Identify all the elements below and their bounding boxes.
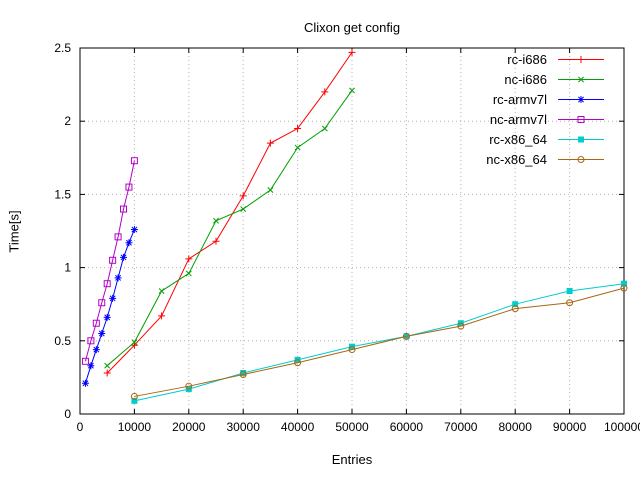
- x-axis-label: Entries: [331, 452, 373, 467]
- x-tick-label: 40000: [281, 420, 315, 434]
- x-tick-label: 20000: [172, 420, 206, 434]
- series-rc-i686: [103, 48, 356, 377]
- x-tick-label: 0: [77, 420, 84, 434]
- x-tick-label: 10000: [118, 420, 152, 434]
- x-tick-label: 60000: [390, 420, 424, 434]
- y-tick-label: 1.5: [54, 187, 71, 201]
- legend-item-rc-i686: rc-i686: [486, 52, 606, 67]
- series-nc-i686: [104, 87, 355, 369]
- x-tick-label: 80000: [499, 420, 533, 434]
- legend-sample-line: [558, 136, 604, 143]
- legend: rc-i686 nc-i686 rc-armv7l nc-armv7l rc-x86_6…: [486, 52, 606, 167]
- legend-item-rc-x86_64: rc-x86_64: [486, 132, 606, 147]
- series-rc-x86_64: [131, 280, 627, 404]
- series-rc-armv7l: [81, 226, 138, 387]
- x-tick-label: 30000: [227, 420, 261, 434]
- y-tick-label: 2: [64, 114, 71, 128]
- legend-sample-line: [558, 156, 604, 163]
- y-tick-label: 2.5: [54, 41, 71, 55]
- y-tick-label: 0: [64, 407, 71, 421]
- legend-label: rc-x86_64: [489, 132, 547, 147]
- y-tick-label: 1: [64, 261, 71, 275]
- tick-labels: 0 10000 20000 30000 40000 50000 60000 70000 8000…: [54, 41, 640, 434]
- y-tick-label: 0.5: [54, 334, 71, 348]
- x-tick-label: 70000: [444, 420, 478, 434]
- legend-label: nc-x86_64: [486, 152, 547, 167]
- legend-item-nc-i686: nc-i686: [486, 72, 606, 87]
- legend-sample-line: [558, 56, 604, 63]
- series-nc-armv7l: [81, 157, 138, 365]
- x-tick-label: 50000: [335, 420, 369, 434]
- legend-sample-line: [558, 76, 604, 83]
- legend-sample-line: [558, 96, 604, 103]
- series-nc-x86_64: [130, 284, 628, 400]
- legend-sample-line: [558, 116, 604, 123]
- legend-item-nc-x86_64: nc-x86_64: [486, 152, 606, 167]
- legend-label: rc-i686: [507, 52, 547, 67]
- legend-item-rc-armv7l: rc-armv7l: [486, 92, 606, 107]
- legend-label: nc-armv7l: [489, 112, 547, 127]
- chart-title: Clixon get config: [303, 20, 401, 35]
- x-tick-label: 90000: [553, 420, 587, 434]
- legend-label: rc-armv7l: [492, 92, 547, 107]
- axis-ticks: [79, 47, 625, 415]
- legend-item-nc-armv7l: nc-armv7l: [486, 112, 606, 127]
- legend-label: nc-i686: [504, 72, 547, 87]
